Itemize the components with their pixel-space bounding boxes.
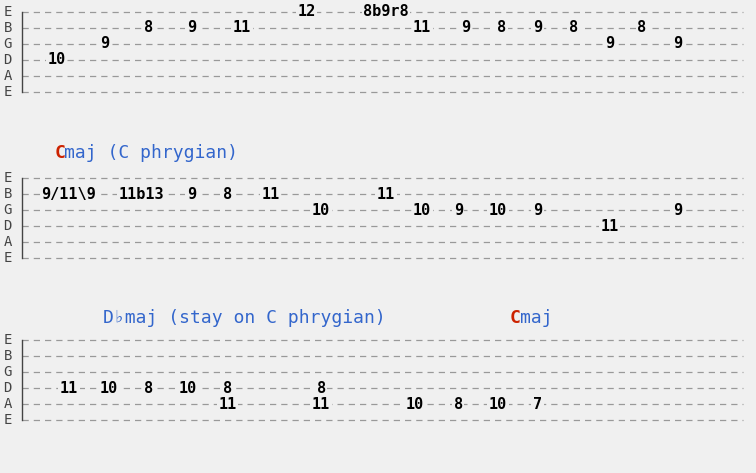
Text: E: E xyxy=(4,251,12,265)
Text: 10: 10 xyxy=(413,202,431,218)
Text: B: B xyxy=(4,349,12,363)
Text: G: G xyxy=(4,203,12,217)
Text: B: B xyxy=(4,187,12,201)
Text: C: C xyxy=(55,144,66,162)
Text: 10: 10 xyxy=(406,396,424,412)
Text: 8: 8 xyxy=(637,20,646,35)
Text: 10: 10 xyxy=(312,202,330,218)
Text: 8: 8 xyxy=(144,380,153,395)
Text: D: D xyxy=(4,381,12,395)
Text: A: A xyxy=(4,69,12,83)
Text: 9: 9 xyxy=(187,186,196,201)
Text: 9: 9 xyxy=(533,20,542,35)
Text: 9: 9 xyxy=(461,20,470,35)
Text: 8: 8 xyxy=(454,396,463,412)
Text: 11b13: 11b13 xyxy=(118,186,164,201)
Text: 10: 10 xyxy=(178,380,197,395)
Text: 11: 11 xyxy=(312,396,330,412)
Text: E: E xyxy=(4,413,12,427)
Text: 8: 8 xyxy=(144,20,153,35)
Text: maj (C phrygian): maj (C phrygian) xyxy=(64,144,238,162)
Text: 10: 10 xyxy=(99,380,118,395)
Text: E: E xyxy=(4,171,12,185)
Text: 9: 9 xyxy=(454,202,463,218)
Text: D♭maj (stay on C phrygian): D♭maj (stay on C phrygian) xyxy=(103,309,386,327)
Text: 8: 8 xyxy=(497,20,506,35)
Text: 12: 12 xyxy=(298,5,316,19)
Text: 9: 9 xyxy=(533,202,542,218)
Text: 8: 8 xyxy=(223,380,232,395)
Text: 11: 11 xyxy=(377,186,395,201)
Text: G: G xyxy=(4,365,12,379)
Text: C: C xyxy=(510,309,521,327)
Text: 9/11\9: 9/11\9 xyxy=(42,186,96,201)
Text: 9: 9 xyxy=(674,202,683,218)
Text: 11: 11 xyxy=(218,396,237,412)
Text: E: E xyxy=(4,5,12,19)
Text: A: A xyxy=(4,397,12,411)
Text: G: G xyxy=(4,37,12,51)
Text: E: E xyxy=(4,85,12,99)
Text: 8: 8 xyxy=(317,380,326,395)
Text: 8: 8 xyxy=(223,186,232,201)
Text: D: D xyxy=(4,53,12,67)
Text: 10: 10 xyxy=(488,202,507,218)
Text: 9: 9 xyxy=(187,20,196,35)
Text: 8: 8 xyxy=(569,20,578,35)
Text: B: B xyxy=(4,21,12,35)
Text: 11: 11 xyxy=(262,186,280,201)
Text: maj: maj xyxy=(520,309,553,327)
Text: 9: 9 xyxy=(101,36,110,52)
Text: 11: 11 xyxy=(413,20,431,35)
Text: 10: 10 xyxy=(488,396,507,412)
Text: 9: 9 xyxy=(674,36,683,52)
Text: A: A xyxy=(4,235,12,249)
Text: 11: 11 xyxy=(600,219,618,234)
Text: 7: 7 xyxy=(533,396,542,412)
Text: 9: 9 xyxy=(605,36,614,52)
Text: 8b9r8: 8b9r8 xyxy=(364,5,409,19)
Text: 10: 10 xyxy=(48,53,66,68)
Text: 11: 11 xyxy=(233,20,251,35)
Text: 11: 11 xyxy=(60,380,78,395)
Text: D: D xyxy=(4,219,12,233)
Text: E: E xyxy=(4,333,12,347)
